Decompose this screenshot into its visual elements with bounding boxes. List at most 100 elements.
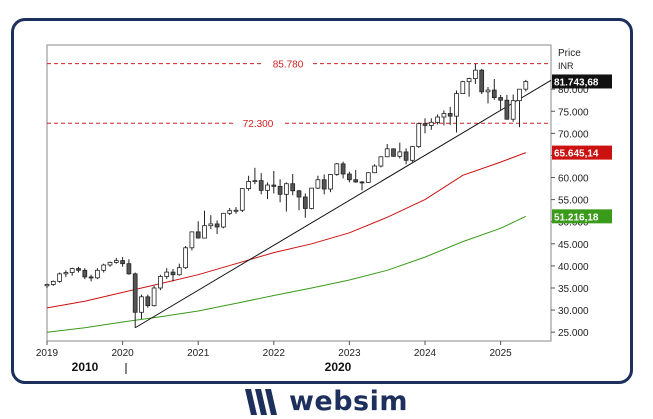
candle-body bbox=[517, 88, 522, 102]
x-tick-label: 2022 bbox=[263, 348, 286, 359]
ma-green-tag-bg bbox=[552, 209, 612, 224]
candle-body bbox=[277, 185, 283, 195]
candle-body bbox=[258, 180, 264, 191]
candle-body bbox=[120, 260, 125, 265]
candle-body bbox=[151, 287, 157, 307]
candle-body bbox=[202, 225, 207, 239]
candle-body bbox=[132, 273, 138, 313]
y-tick-label: 35.000 bbox=[558, 284, 589, 295]
candle-body bbox=[63, 272, 69, 275]
candle-body bbox=[473, 69, 478, 79]
candle-body bbox=[523, 81, 529, 90]
candle-body bbox=[491, 89, 497, 98]
x-tick-label: 2025 bbox=[489, 348, 512, 359]
candle-body bbox=[347, 173, 352, 181]
candle-body bbox=[403, 151, 409, 161]
candle-body bbox=[391, 148, 396, 157]
x-tick-label: 2024 bbox=[414, 348, 437, 359]
ma-red-tag: 65.645,14 bbox=[554, 149, 599, 160]
candle-body bbox=[176, 267, 182, 276]
candle-body bbox=[510, 100, 516, 120]
x-tick-label: 2020 bbox=[111, 348, 134, 359]
candle-body bbox=[139, 296, 144, 313]
ma-green-tag: 51.216,18 bbox=[554, 212, 599, 223]
candle-body bbox=[107, 261, 113, 266]
candle-body bbox=[145, 296, 151, 307]
decade-label: 2020 bbox=[325, 360, 352, 374]
candle-body bbox=[158, 276, 163, 289]
candle-body bbox=[321, 179, 327, 190]
candle-body bbox=[328, 174, 333, 190]
y-axis-unit: INR bbox=[558, 61, 574, 71]
y-tick-label: 75.000 bbox=[558, 107, 589, 118]
candle-body bbox=[44, 284, 50, 287]
decade-label: 2010 bbox=[72, 360, 99, 374]
moving-average-line bbox=[46, 215, 527, 333]
candle-body bbox=[252, 180, 258, 183]
x-tick-label: 2023 bbox=[338, 348, 361, 359]
candle-body bbox=[359, 181, 365, 184]
candle-body bbox=[208, 223, 214, 227]
level-label: 85.780 bbox=[273, 60, 304, 71]
candle-body bbox=[69, 268, 75, 273]
candle-body bbox=[271, 184, 277, 187]
candle-body bbox=[441, 113, 447, 118]
candle-body bbox=[466, 78, 472, 83]
candle-body bbox=[246, 181, 251, 189]
candle-body bbox=[309, 187, 314, 209]
candle-body bbox=[479, 69, 485, 93]
trend-line bbox=[134, 79, 552, 329]
y-tick-label: 25.000 bbox=[558, 328, 589, 339]
candle-body bbox=[233, 209, 239, 212]
candle-body bbox=[372, 165, 377, 174]
candle-body bbox=[454, 93, 459, 117]
brand-logo: websim bbox=[0, 384, 653, 419]
candle-body bbox=[460, 81, 466, 94]
candle-body bbox=[113, 260, 119, 263]
y-tick-label: 80.000 bbox=[558, 85, 589, 96]
candle-body bbox=[353, 179, 359, 183]
candle-body bbox=[340, 163, 346, 175]
candle-body bbox=[428, 121, 434, 126]
level-label: 72.300 bbox=[243, 119, 274, 130]
y-axis-title: Price bbox=[558, 48, 581, 59]
x-tick-label: 2019 bbox=[36, 348, 59, 359]
candle-body bbox=[416, 123, 422, 148]
candle-body bbox=[365, 172, 371, 183]
candle-body bbox=[378, 156, 384, 167]
y-tick-label: 40.000 bbox=[558, 262, 589, 273]
moving-average-line bbox=[46, 152, 526, 309]
x-tick-label: 2021 bbox=[187, 348, 210, 359]
candle-body bbox=[164, 271, 170, 277]
last-price-tag: 81.743,68 bbox=[554, 77, 599, 88]
y-tick-label: 55.000 bbox=[558, 196, 589, 207]
candle-body bbox=[334, 163, 340, 175]
candle-body bbox=[302, 196, 308, 209]
candle-body bbox=[265, 184, 270, 191]
candle-body bbox=[221, 212, 226, 228]
candle-body bbox=[126, 263, 132, 275]
candle-body bbox=[57, 273, 62, 282]
candle-body bbox=[183, 247, 188, 269]
level-label-bg bbox=[264, 57, 312, 70]
candle-body bbox=[422, 123, 428, 126]
candle-body bbox=[95, 269, 100, 279]
candle-body bbox=[498, 97, 503, 101]
candle-body bbox=[82, 269, 88, 278]
candle-body bbox=[101, 264, 107, 271]
candle-body bbox=[195, 231, 201, 239]
candle-body bbox=[50, 280, 56, 285]
brand-name: websim bbox=[288, 386, 409, 417]
candle-body bbox=[296, 190, 302, 198]
last-price-tag-bg bbox=[552, 74, 612, 89]
candle-body bbox=[290, 183, 296, 192]
candle-body bbox=[284, 183, 289, 195]
ma-red-tag-bg bbox=[552, 145, 612, 160]
candle-body bbox=[504, 99, 510, 120]
candle-body bbox=[227, 210, 233, 214]
candle-body bbox=[88, 276, 94, 279]
candle-body bbox=[76, 268, 81, 271]
y-tick-label: 70.000 bbox=[558, 129, 589, 140]
level-label-bg bbox=[234, 117, 282, 130]
